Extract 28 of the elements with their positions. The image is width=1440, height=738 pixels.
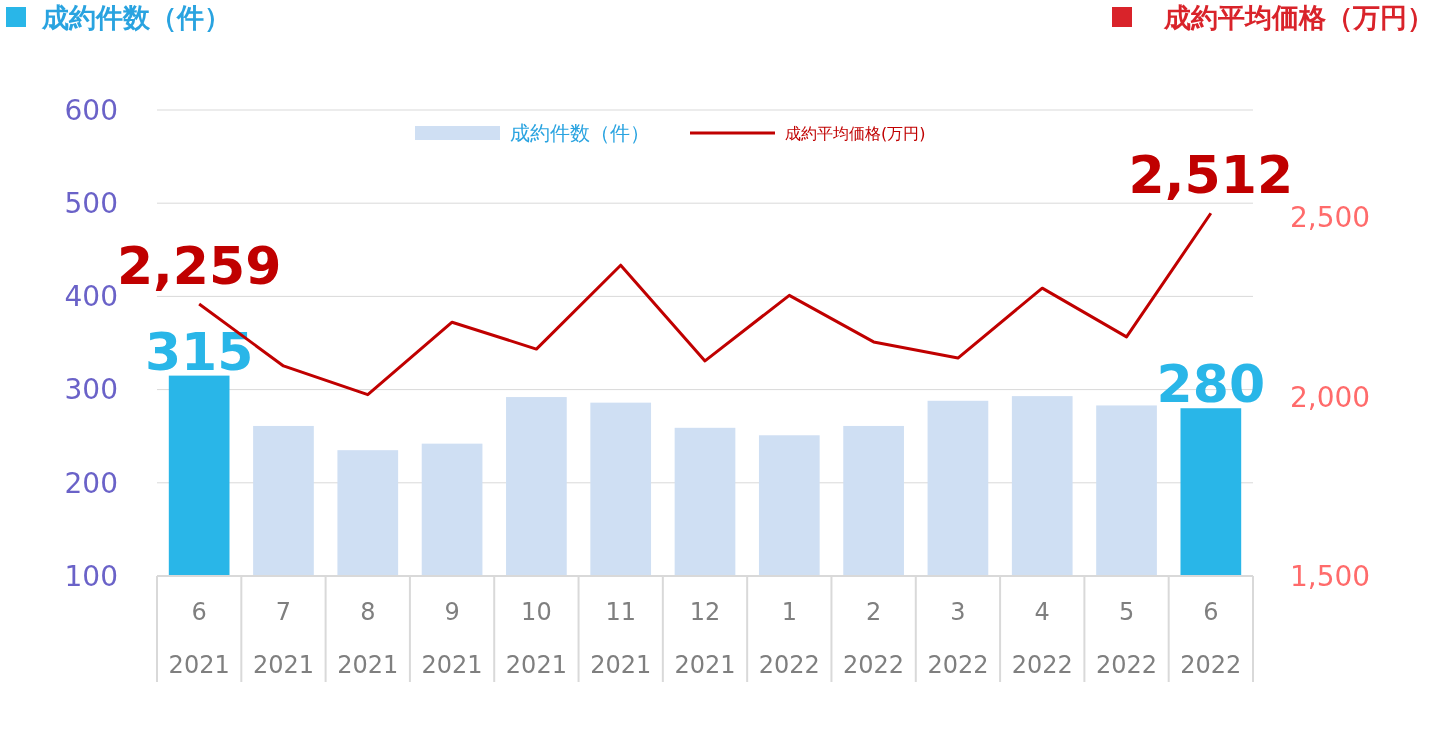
- x-tick-label: 12 2021: [674, 598, 736, 679]
- y-tick-label: 100: [64, 559, 118, 593]
- y-axis-title: 成約件数（件）: [41, 2, 231, 33]
- x-tick-label: 11 2021: [590, 598, 652, 679]
- x-tick-label: 10 2021: [505, 598, 567, 679]
- y2-tick-label: 2,000: [1290, 380, 1371, 414]
- y2-tick-label: 1,500: [1290, 559, 1371, 593]
- y-tick-label: 600: [64, 93, 118, 127]
- data-label: 2,259: [116, 235, 282, 296]
- x-tick-label: 9 2021: [421, 598, 483, 679]
- x-tick-label: 4 2022: [1011, 598, 1073, 679]
- x-tick-label: 6 2021: [168, 598, 230, 679]
- y-tick-label: 500: [64, 187, 118, 220]
- y-tick-label: 400: [64, 280, 118, 314]
- y2-axis-title: 成約平均価格（万円）: [1163, 2, 1434, 33]
- text: 成約平均価格(万円): [785, 123, 926, 143]
- data-label: 315: [144, 321, 254, 382]
- x-tick-label: 8 2021: [337, 598, 399, 679]
- x-tick-label: 6 2022: [1180, 598, 1242, 679]
- x-tick-label: 3 2022: [927, 598, 989, 679]
- x-tick-label: 1 2022: [758, 598, 820, 679]
- y-tick-label: 300: [64, 373, 118, 407]
- x-tick-label: 5 2022: [1096, 598, 1158, 679]
- y-tick-label: 200: [64, 466, 118, 500]
- x-tick-label: 2 2022: [843, 598, 905, 679]
- x-tick-label: 7 2021: [252, 598, 314, 679]
- data-label: 280: [1156, 354, 1266, 415]
- legend-label: 成約件数（件）: [510, 121, 650, 145]
